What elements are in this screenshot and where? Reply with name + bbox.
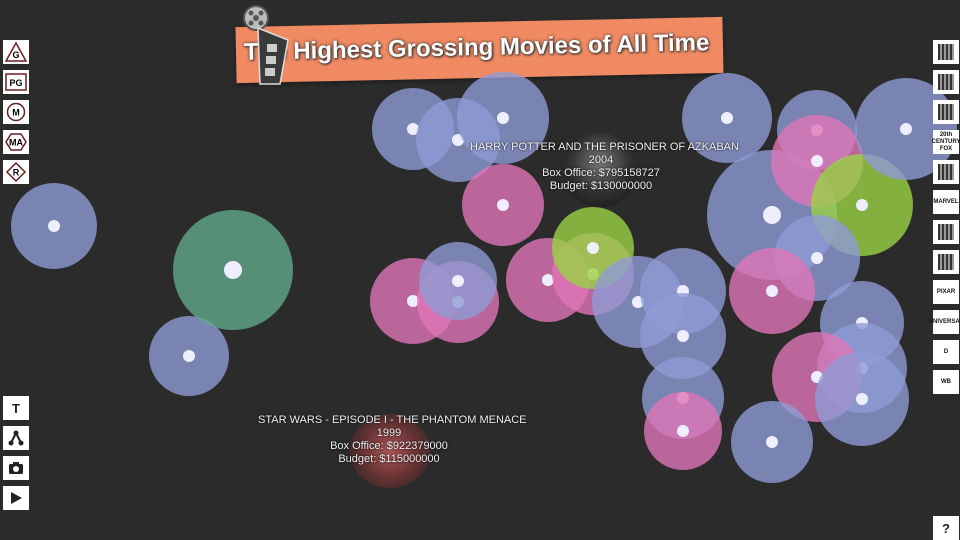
svg-text:PG: PG xyxy=(9,78,22,88)
svg-text:R: R xyxy=(13,168,20,178)
svg-text:MA: MA xyxy=(9,138,23,148)
help-icon: ? xyxy=(942,520,950,536)
studio-logo-7 xyxy=(938,224,954,240)
triangle-icon: G xyxy=(5,42,27,62)
movie-bubble[interactable] xyxy=(644,392,722,470)
studio-filter-disney[interactable]: D xyxy=(933,340,959,364)
bubble-center-dot xyxy=(48,220,60,232)
rating-filter-ma[interactable]: MA xyxy=(3,130,29,154)
circle-icon: M xyxy=(6,102,26,122)
warner-bros-logo: WB xyxy=(941,378,951,385)
play-icon xyxy=(11,492,22,504)
camera-icon xyxy=(9,462,23,474)
movie-bubble[interactable] xyxy=(729,248,815,334)
disney-logo: D xyxy=(943,348,949,355)
bubble-center-dot xyxy=(452,275,464,287)
studio-logo-8 xyxy=(938,254,954,270)
tooltip-year: 2004 xyxy=(588,154,614,166)
tooltip-box-office: Box Office: $795158727 xyxy=(542,167,660,179)
tooltip-box-office: Box Office: $922379000 xyxy=(330,440,448,452)
diamond-icon: R xyxy=(5,162,27,182)
bubble-center-dot xyxy=(183,350,195,362)
bubble-center-dot xyxy=(766,285,778,297)
network-icon xyxy=(8,430,24,446)
tooltip-budget: Budget: $115000000 xyxy=(338,453,440,465)
studio-filter-columbia[interactable] xyxy=(933,70,959,94)
bubble-center-dot xyxy=(497,199,509,211)
text-icon: T xyxy=(12,400,20,416)
studio-filter-pixar[interactable]: PIXAR xyxy=(933,280,959,304)
studio-filter-20th-century-fox[interactable]: 20th CENTURY FOX xyxy=(931,130,960,154)
movie-bubble[interactable] xyxy=(149,316,229,396)
tooltip-year: 1999 xyxy=(376,427,402,439)
movie-poster-harry-potter xyxy=(563,133,637,207)
columbia-logo xyxy=(938,74,954,90)
movie-bubble[interactable] xyxy=(682,73,772,163)
bubble-center-dot xyxy=(811,252,823,264)
bubble-center-dot xyxy=(452,134,464,146)
studio-filter-dreamworks[interactable] xyxy=(933,100,959,124)
bubble-center-dot xyxy=(497,112,509,124)
movie-bubble[interactable] xyxy=(457,72,549,164)
dreamworks-logo xyxy=(938,104,954,120)
bubble-center-dot xyxy=(407,295,419,307)
square-icon: PG xyxy=(5,73,27,91)
help-button[interactable]: ? xyxy=(933,516,959,540)
bubble-center-dot xyxy=(587,242,599,254)
tooltip-title: STAR WARS - EPISODE I - THE PHANTOM MENA… xyxy=(258,414,527,426)
paramount-logo xyxy=(938,44,954,60)
bubble-center-dot xyxy=(856,199,868,211)
bubble-center-dot xyxy=(677,425,689,437)
studio-filter-marvel[interactable]: MARVEL xyxy=(933,190,959,214)
tooltip-budget: Budget: $130000000 xyxy=(549,180,653,192)
movie-bubble[interactable] xyxy=(419,242,497,320)
movie-bubble[interactable] xyxy=(731,401,813,483)
rating-filter-m[interactable]: M xyxy=(3,100,29,124)
20th-century-fox-logo: 20th CENTURY FOX xyxy=(931,131,960,152)
bubble-center-dot xyxy=(766,436,778,448)
svg-text:M: M xyxy=(12,108,20,118)
text-toggle-button[interactable]: T xyxy=(3,396,29,420)
svg-text:G: G xyxy=(12,50,19,60)
movie-bubble[interactable] xyxy=(855,78,957,180)
rating-filter-g[interactable]: G xyxy=(3,40,29,64)
bubble-center-dot xyxy=(677,330,689,342)
movie-bubble[interactable] xyxy=(462,164,544,246)
studio-filter-paramount[interactable] xyxy=(933,40,959,64)
tooltip-title: HARRY POTTER AND THE PRISONER OF AZKABAN xyxy=(470,141,739,153)
studio-filter-studio-7[interactable] xyxy=(933,220,959,244)
rating-filter-r[interactable]: R xyxy=(3,160,29,184)
marvel-logo: MARVEL xyxy=(933,198,959,205)
film-reel-icon xyxy=(243,5,289,85)
bubble-center-dot xyxy=(542,274,554,286)
movie-poster-star-wars xyxy=(350,414,430,488)
hexagon-icon: MA xyxy=(5,133,27,151)
play-button[interactable] xyxy=(3,486,29,510)
bubble-center-dot xyxy=(811,155,823,167)
bubble-center-dot xyxy=(721,112,733,124)
screenshot-button[interactable] xyxy=(3,456,29,480)
bubble-center-dot xyxy=(856,393,868,405)
movie-bubble[interactable] xyxy=(173,210,293,330)
movie-bubble[interactable] xyxy=(640,293,726,379)
universal-logo: UNIVERSAL xyxy=(928,318,960,325)
movie-bubble[interactable] xyxy=(11,183,97,269)
rating-filter-pg[interactable]: PG xyxy=(3,70,29,94)
movie-tooltip: STAR WARS - EPISODE I - THE PHANTOM MENA… xyxy=(258,414,527,466)
bubble-center-dot xyxy=(900,123,912,135)
bubble-center-dot xyxy=(224,261,242,279)
movie-bubble[interactable] xyxy=(815,352,909,446)
bubble-center-dot xyxy=(407,123,419,135)
studio-filter-warner-bros[interactable]: WB xyxy=(933,370,959,394)
pixar-logo: PIXAR xyxy=(936,288,956,295)
studio-filter-studio-5[interactable] xyxy=(933,160,959,184)
studio-filter-universal[interactable]: UNIVERSAL xyxy=(929,310,960,334)
studio-logo-5 xyxy=(938,164,954,180)
bubble-center-dot xyxy=(763,206,781,224)
network-view-button[interactable] xyxy=(3,426,29,450)
studio-filter-studio-8[interactable] xyxy=(933,250,959,274)
movie-tooltip: HARRY POTTER AND THE PRISONER OF AZKABAN… xyxy=(470,141,739,193)
